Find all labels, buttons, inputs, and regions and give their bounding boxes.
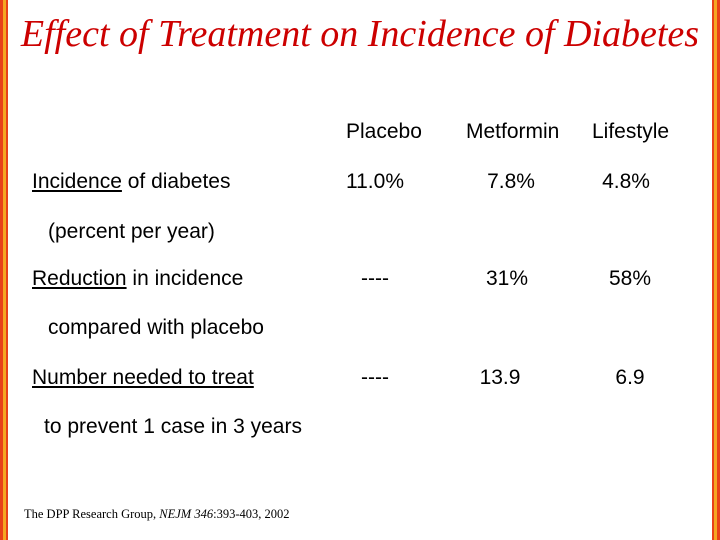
row-label-reduction-underlined: Reduction (32, 267, 127, 290)
right-border-decoration (712, 0, 720, 540)
row-sublabel-reduction: compared with placebo (48, 316, 264, 339)
row-label-reduction: Reduction in incidence (32, 267, 243, 291)
column-header-placebo: Placebo (346, 120, 422, 143)
row-sublabel-nnt: to prevent 1 case in 3 years (44, 415, 302, 438)
row-label-reduction-rest: in incidence (126, 267, 244, 290)
slide-title: Effect of Treatment on Incidence of Diab… (20, 13, 700, 55)
row-label-incidence-underlined: Incidence (32, 170, 122, 193)
citation: The DPP Research Group, NEJM 346:393-403… (24, 507, 289, 522)
cell-nnt-metformin: 13.9 (479, 366, 521, 389)
row-label-incidence-rest: of diabetes (121, 170, 231, 193)
row-label-nnt-underlined: Number needed to treat (32, 366, 254, 389)
cell-incidence-lifestyle: 4.8% (602, 170, 650, 193)
citation-authors: The DPP Research Group, (24, 507, 160, 521)
citation-journal: NEJM 346 (159, 507, 214, 521)
left-border-decoration (0, 0, 8, 540)
cell-nnt-placebo: ---- (361, 366, 389, 389)
cell-reduction-placebo: ---- (361, 267, 389, 290)
cell-nnt-lifestyle: 6.9 (615, 366, 645, 389)
column-header-metformin: Metformin (466, 120, 560, 143)
cell-reduction-metformin: 31% (485, 267, 529, 290)
cell-incidence-placebo: 11.0% (346, 170, 404, 193)
row-label-incidence: Incidence of diabetes (32, 170, 231, 194)
row-label-nnt: Number needed to treat (32, 366, 254, 390)
column-header-lifestyle: Lifestyle (592, 120, 670, 143)
row-sublabel-incidence: (percent per year) (48, 220, 215, 243)
cell-reduction-lifestyle: 58% (608, 267, 652, 290)
cell-incidence-metformin: 7.8% (487, 170, 535, 193)
citation-pages: :393-403, 2002 (213, 507, 290, 521)
